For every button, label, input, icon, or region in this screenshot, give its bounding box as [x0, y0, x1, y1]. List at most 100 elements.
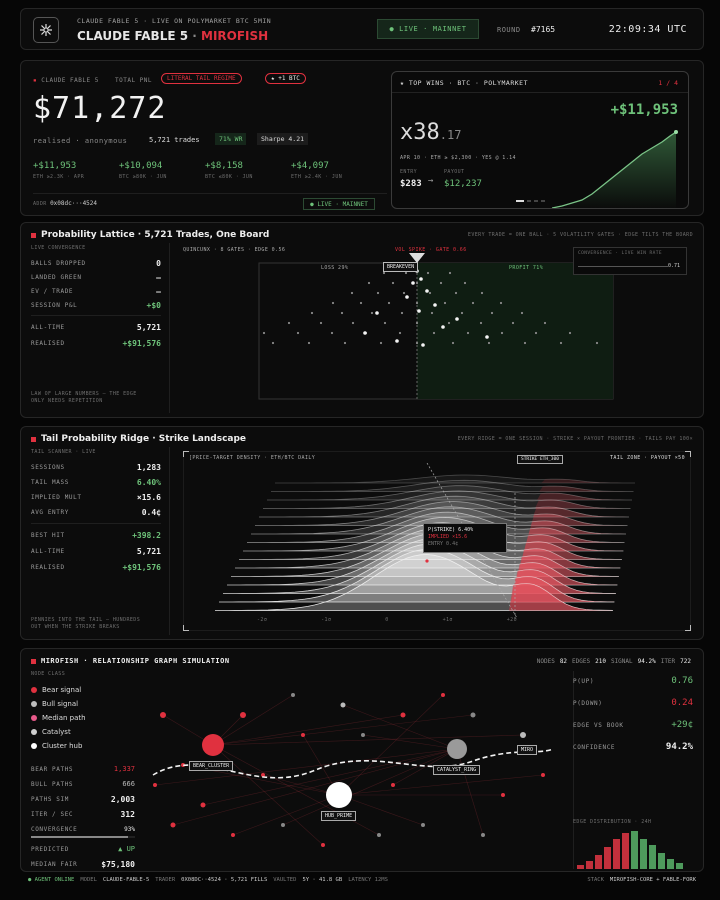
lattice-peg: [447, 321, 451, 325]
lattice-peg: [559, 341, 563, 345]
dist-bar: [631, 831, 638, 869]
metric-value: +29¢: [671, 720, 693, 730]
lattice-peg: [398, 331, 402, 335]
app-title: CLAUDE FABLE 5 · MIROFISH: [77, 29, 268, 43]
ridge-tail: [522, 541, 622, 560]
lattice-peg: [443, 301, 447, 305]
ridge-tail: [534, 500, 631, 509]
stat-label: IMPLIED MULT: [31, 493, 82, 501]
vaulted-value: 5Y · 41.8 GB: [302, 877, 343, 883]
graph-edge: [338, 794, 424, 826]
lattice-peg: [432, 331, 436, 335]
entry-value: $283: [400, 179, 422, 189]
ridge-line: [267, 485, 632, 501]
wallet-address[interactable]: ADDR 0x08dc···4524: [33, 200, 98, 207]
graph-edge: [232, 794, 340, 836]
axis-tick: +2σ: [506, 617, 517, 623]
graph-metrics: P(UP) 0.76 P(DOWN) 0.24 EDGE VS BOOK +29¢ C…: [573, 673, 693, 769]
logo-icon[interactable]: [33, 17, 59, 43]
lattice-peg: [448, 271, 452, 275]
ridge-line: [275, 474, 635, 484]
lattice-peg: [382, 271, 386, 275]
graph-node: [200, 802, 206, 808]
lattice-peg: [428, 291, 432, 295]
btc-badge[interactable]: ★ +1 BTC: [265, 73, 306, 84]
legend-item[interactable]: Bear signal: [31, 683, 141, 697]
stat-value: ▲ UP: [118, 845, 135, 853]
graph-node: [321, 843, 325, 847]
tail-regime-badge[interactable]: LITERAL TAIL REGIME: [161, 73, 242, 84]
legend-item[interactable]: Median path: [31, 711, 141, 725]
signal-value: 94.2%: [637, 658, 656, 665]
node-label-miro[interactable]: MIRO: [517, 745, 538, 755]
ridge-title-icon: [31, 437, 36, 442]
win-note: BTC ≥80K · JUN: [119, 174, 167, 180]
ridge-panel: Tail Probability Ridge · Strike Landscap…: [20, 426, 704, 640]
graph-edge: [202, 748, 458, 806]
dist-bar: [577, 865, 584, 869]
dist-bar: [658, 853, 665, 869]
legend-item[interactable]: Cluster hub: [31, 739, 141, 753]
win-curve-end: [674, 130, 678, 134]
axis-tick: 0: [385, 617, 389, 623]
graph-edge: [154, 748, 458, 786]
lattice-sub: LIVE CONVERGENCE: [31, 245, 86, 251]
lattice-peg: [415, 281, 419, 285]
graph-node: [421, 823, 425, 827]
lattice-peg: [487, 341, 491, 345]
live-badge[interactable]: ● LIVE · MAINNET: [377, 19, 479, 39]
relationship-graph[interactable]: [143, 675, 573, 865]
app-title-accent: MIROFISH: [201, 29, 269, 43]
stat-value: 6.40%: [136, 477, 161, 487]
graph-edge: [342, 704, 458, 750]
ridge-title: Tail Probability Ridge · Strike Landscap…: [41, 434, 247, 444]
lattice-ball: [417, 309, 421, 313]
graph-node: [470, 712, 476, 718]
lattice-ball: [375, 311, 379, 315]
node-label-hub[interactable]: HUB_PRIME: [321, 811, 357, 821]
board-mid-label: VOL SPIKE · GATE 0.66: [395, 247, 467, 253]
graph-edge: [212, 744, 380, 836]
stat-value: 1,337: [113, 765, 135, 773]
win-2: +$8,158 BTC ≤80K · JUN: [205, 161, 253, 180]
lattice-title: Probability Lattice · 5,721 Trades, One …: [41, 230, 270, 240]
lattice-panel: Probability Lattice · 5,721 Trades, One …: [20, 222, 704, 418]
top-wins-page[interactable]: 1 / 4: [658, 79, 678, 87]
ridge-tail: [532, 507, 629, 517]
ridge-line: [251, 506, 627, 535]
lattice-peg: [330, 331, 334, 335]
graph-title: MIROFISH · RELATIONSHIP GRAPH SIMULATION: [41, 657, 230, 665]
payout-label: PAYOUT: [444, 169, 465, 175]
vaulted-label: VAULTED: [273, 877, 297, 883]
header-bar: CLAUDE FABLE 5 · LIVE ON POLYMARKET BTC …: [20, 8, 704, 50]
lattice-peg: [359, 301, 363, 305]
stat-value: 0.4¢: [141, 507, 161, 517]
lattice-peg: [307, 341, 311, 345]
live-mainnet-button[interactable]: ● LIVE · MAINNET: [303, 198, 375, 210]
ridge-tail: [517, 555, 619, 577]
graph-node: [281, 823, 285, 827]
stat-value: +$91,576: [122, 338, 161, 348]
lattice-peg: [426, 271, 430, 275]
lattice-peg: [296, 331, 300, 335]
model-value: CLAUDE-FABLE-5: [102, 877, 150, 883]
carousel-dots[interactable]: [516, 200, 545, 202]
node-label-bear[interactable]: BEAR_CLUSTER: [189, 761, 234, 771]
trades-count: 5,721 trades: [149, 136, 200, 144]
win-note: BTC ≤80K · JUN: [205, 174, 253, 180]
lattice-peg: [376, 291, 380, 295]
node-label-catalyst[interactable]: CATALYST_RING: [433, 765, 481, 775]
graph-node: [240, 712, 246, 718]
graph-node: [231, 833, 235, 837]
edges-label: EDGES: [572, 658, 591, 665]
lattice-ball: [395, 339, 399, 343]
legend-item[interactable]: Catalyst: [31, 725, 141, 739]
legend: Bear signal Bull signal Median path Cata…: [31, 683, 141, 753]
metric-label: CONFIDENCE: [573, 743, 616, 751]
legend-item[interactable]: Bull signal: [31, 697, 141, 711]
dist-bar: [622, 833, 629, 869]
dist-bar: [667, 859, 674, 869]
lattice-ball: [455, 317, 459, 321]
dist-bar: [640, 839, 647, 869]
stat-label: PREDICTED: [31, 845, 69, 853]
